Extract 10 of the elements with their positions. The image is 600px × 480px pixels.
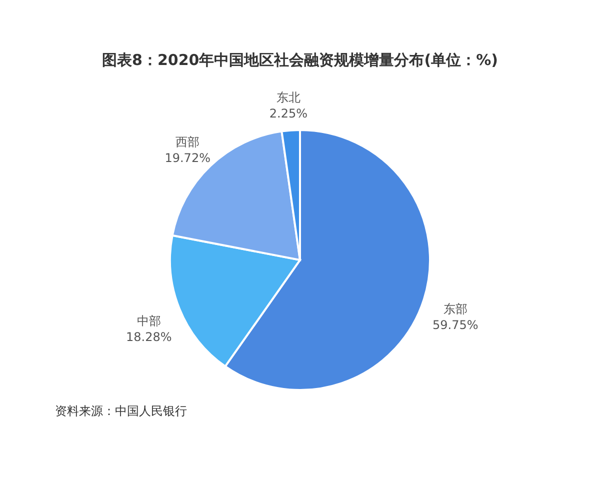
data-label: 18.28% <box>126 330 172 344</box>
data-label: 59.75% <box>432 318 478 332</box>
slice-label: 中部 <box>136 314 161 328</box>
data-label: 19.72% <box>164 150 210 165</box>
slice-label: 西部 <box>176 134 200 149</box>
data-label: 2.25% <box>269 106 308 120</box>
text: 资料来源：中国人民银行 <box>55 403 187 420</box>
chart-title: 图表8：2020年中国地区社会融资规模增量分布(单位：%) <box>102 51 498 69</box>
slice-label: 东北 <box>276 90 300 104</box>
slice-label: 东部 <box>443 302 468 316</box>
